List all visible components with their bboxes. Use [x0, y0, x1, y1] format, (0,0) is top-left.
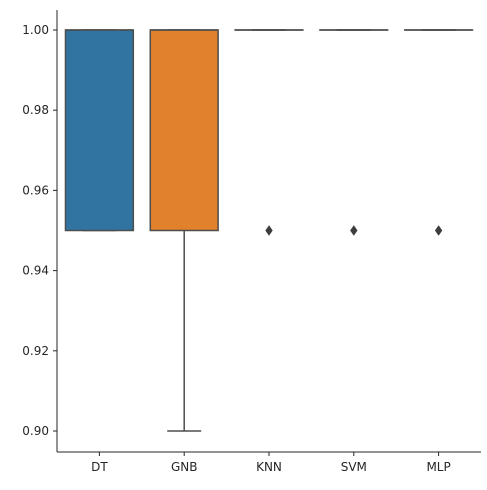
box-group-knn [235, 30, 303, 235]
y-tick-label: 1.00 [22, 23, 49, 37]
x-tick-label-mlp: MLP [426, 460, 450, 474]
outlier-point [351, 226, 357, 235]
box-group-mlp [405, 30, 473, 235]
y-tick-label: 0.90 [22, 424, 49, 438]
box-gnb [150, 30, 218, 231]
y-tick-label: 0.96 [22, 183, 49, 197]
x-tick-label-svm: SVM [341, 460, 367, 474]
outlier-point [266, 226, 272, 235]
x-tick-label-dt: DT [91, 460, 108, 474]
y-tick-label: 0.92 [22, 344, 49, 358]
x-tick-label-gnb: GNB [171, 460, 198, 474]
plot-area [65, 30, 472, 431]
x-tick-label-knn: KNN [256, 460, 282, 474]
outlier-point [435, 226, 441, 235]
box-group-gnb [150, 30, 218, 431]
box-dt [65, 30, 133, 231]
y-tick-label: 0.94 [22, 264, 49, 278]
box-group-dt [65, 30, 133, 231]
box-group-svm [320, 30, 388, 235]
y-tick-label: 0.98 [22, 103, 49, 117]
